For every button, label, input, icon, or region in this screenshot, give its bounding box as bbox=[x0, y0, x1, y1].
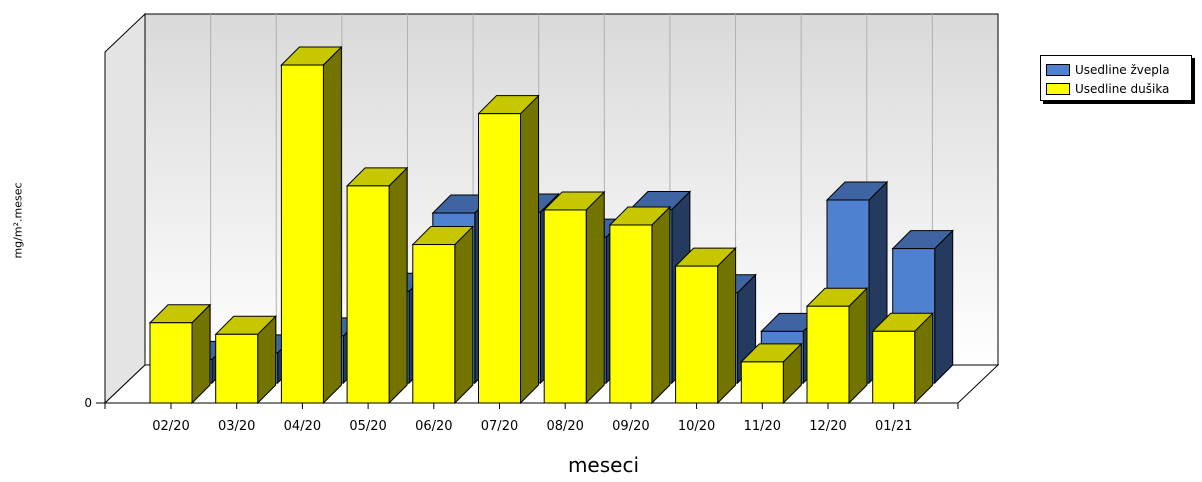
y-tick-label: 0 bbox=[84, 396, 92, 410]
left-wall bbox=[104, 12, 146, 405]
x-tick-label: 02/20 bbox=[152, 419, 189, 434]
bar-dusik-11-front bbox=[872, 330, 916, 404]
bar-dusik-1 bbox=[214, 315, 277, 405]
x-tick-label: 12/20 bbox=[809, 419, 846, 434]
bar-dusik-10-side bbox=[848, 287, 868, 405]
x-tick-label: 03/20 bbox=[218, 419, 255, 434]
bar-dusik-1-front bbox=[215, 333, 259, 404]
legend-item: Usedline dušika bbox=[1046, 79, 1191, 98]
bar-dusik-2-side bbox=[322, 45, 342, 405]
x-tick-label: 04/20 bbox=[284, 419, 321, 434]
bar-dusik-0-front bbox=[149, 322, 193, 404]
bar-dusik-9 bbox=[740, 342, 803, 405]
bar-dusik-3-front bbox=[346, 185, 390, 404]
bar-dusik-8 bbox=[674, 246, 737, 405]
bar-dusik-7 bbox=[608, 205, 672, 405]
bar-dusik-11 bbox=[871, 312, 934, 405]
x-tick-label: 07/20 bbox=[481, 419, 518, 434]
bar-dusik-10-front bbox=[806, 305, 850, 404]
x-axis-label: meseci bbox=[567, 453, 640, 477]
bar-dusik-3 bbox=[345, 166, 409, 405]
bar-dusik-5 bbox=[477, 94, 540, 405]
bar-dusik-2 bbox=[280, 45, 343, 405]
x-tick-label: 10/20 bbox=[678, 419, 715, 434]
legend-label: Usedline žvepla bbox=[1075, 62, 1170, 77]
x-tick-label: 01/21 bbox=[875, 419, 912, 434]
bar-dusik-4-front bbox=[412, 244, 456, 404]
x-tick-label: 06/20 bbox=[415, 419, 452, 434]
x-tick-label: 09/20 bbox=[612, 419, 649, 434]
bar-dusik-3-side bbox=[388, 166, 408, 405]
bar-dusik-5-side bbox=[520, 94, 539, 405]
bar-dusik-4-side bbox=[454, 225, 474, 405]
legend-label: Usedline dušika bbox=[1075, 81, 1170, 96]
bar-dusik-0 bbox=[148, 303, 212, 405]
bar-dusik-10 bbox=[805, 287, 869, 405]
bar-dusik-4 bbox=[411, 225, 475, 405]
bar-dusik-5-front bbox=[478, 113, 521, 404]
bar-dusik-8-front bbox=[675, 265, 719, 404]
x-tick-label: 11/20 bbox=[744, 419, 781, 434]
bars bbox=[148, 45, 954, 405]
bar-dusik-7-front bbox=[609, 224, 653, 404]
legend: Usedline žvepla Usedline dušika bbox=[1040, 55, 1192, 101]
bar-dusik-6-side bbox=[585, 190, 605, 405]
bar-dusik-6 bbox=[542, 190, 606, 405]
bar-dusik-2-front bbox=[280, 64, 324, 404]
y-axis-label: mg/m².mesec bbox=[11, 181, 25, 259]
legend-swatch bbox=[1046, 82, 1070, 95]
bar-dusik-6-front bbox=[543, 209, 587, 404]
x-axis-ticks: 0 02/20 03/20 04/20 05/20 06/20 07/20 08/20 09/2… bbox=[84, 396, 959, 434]
legend-item: Usedline žvepla bbox=[1046, 60, 1191, 79]
legend-swatch bbox=[1046, 63, 1070, 76]
bar-dusik-8-side bbox=[717, 246, 737, 405]
bar-dusik-7-side bbox=[651, 205, 671, 405]
bar-zveplo-11-side bbox=[934, 229, 954, 385]
bar-dusik-9-front bbox=[740, 361, 784, 404]
x-tick-label: 08/20 bbox=[546, 419, 583, 434]
x-tick-label: 05/20 bbox=[349, 419, 386, 434]
